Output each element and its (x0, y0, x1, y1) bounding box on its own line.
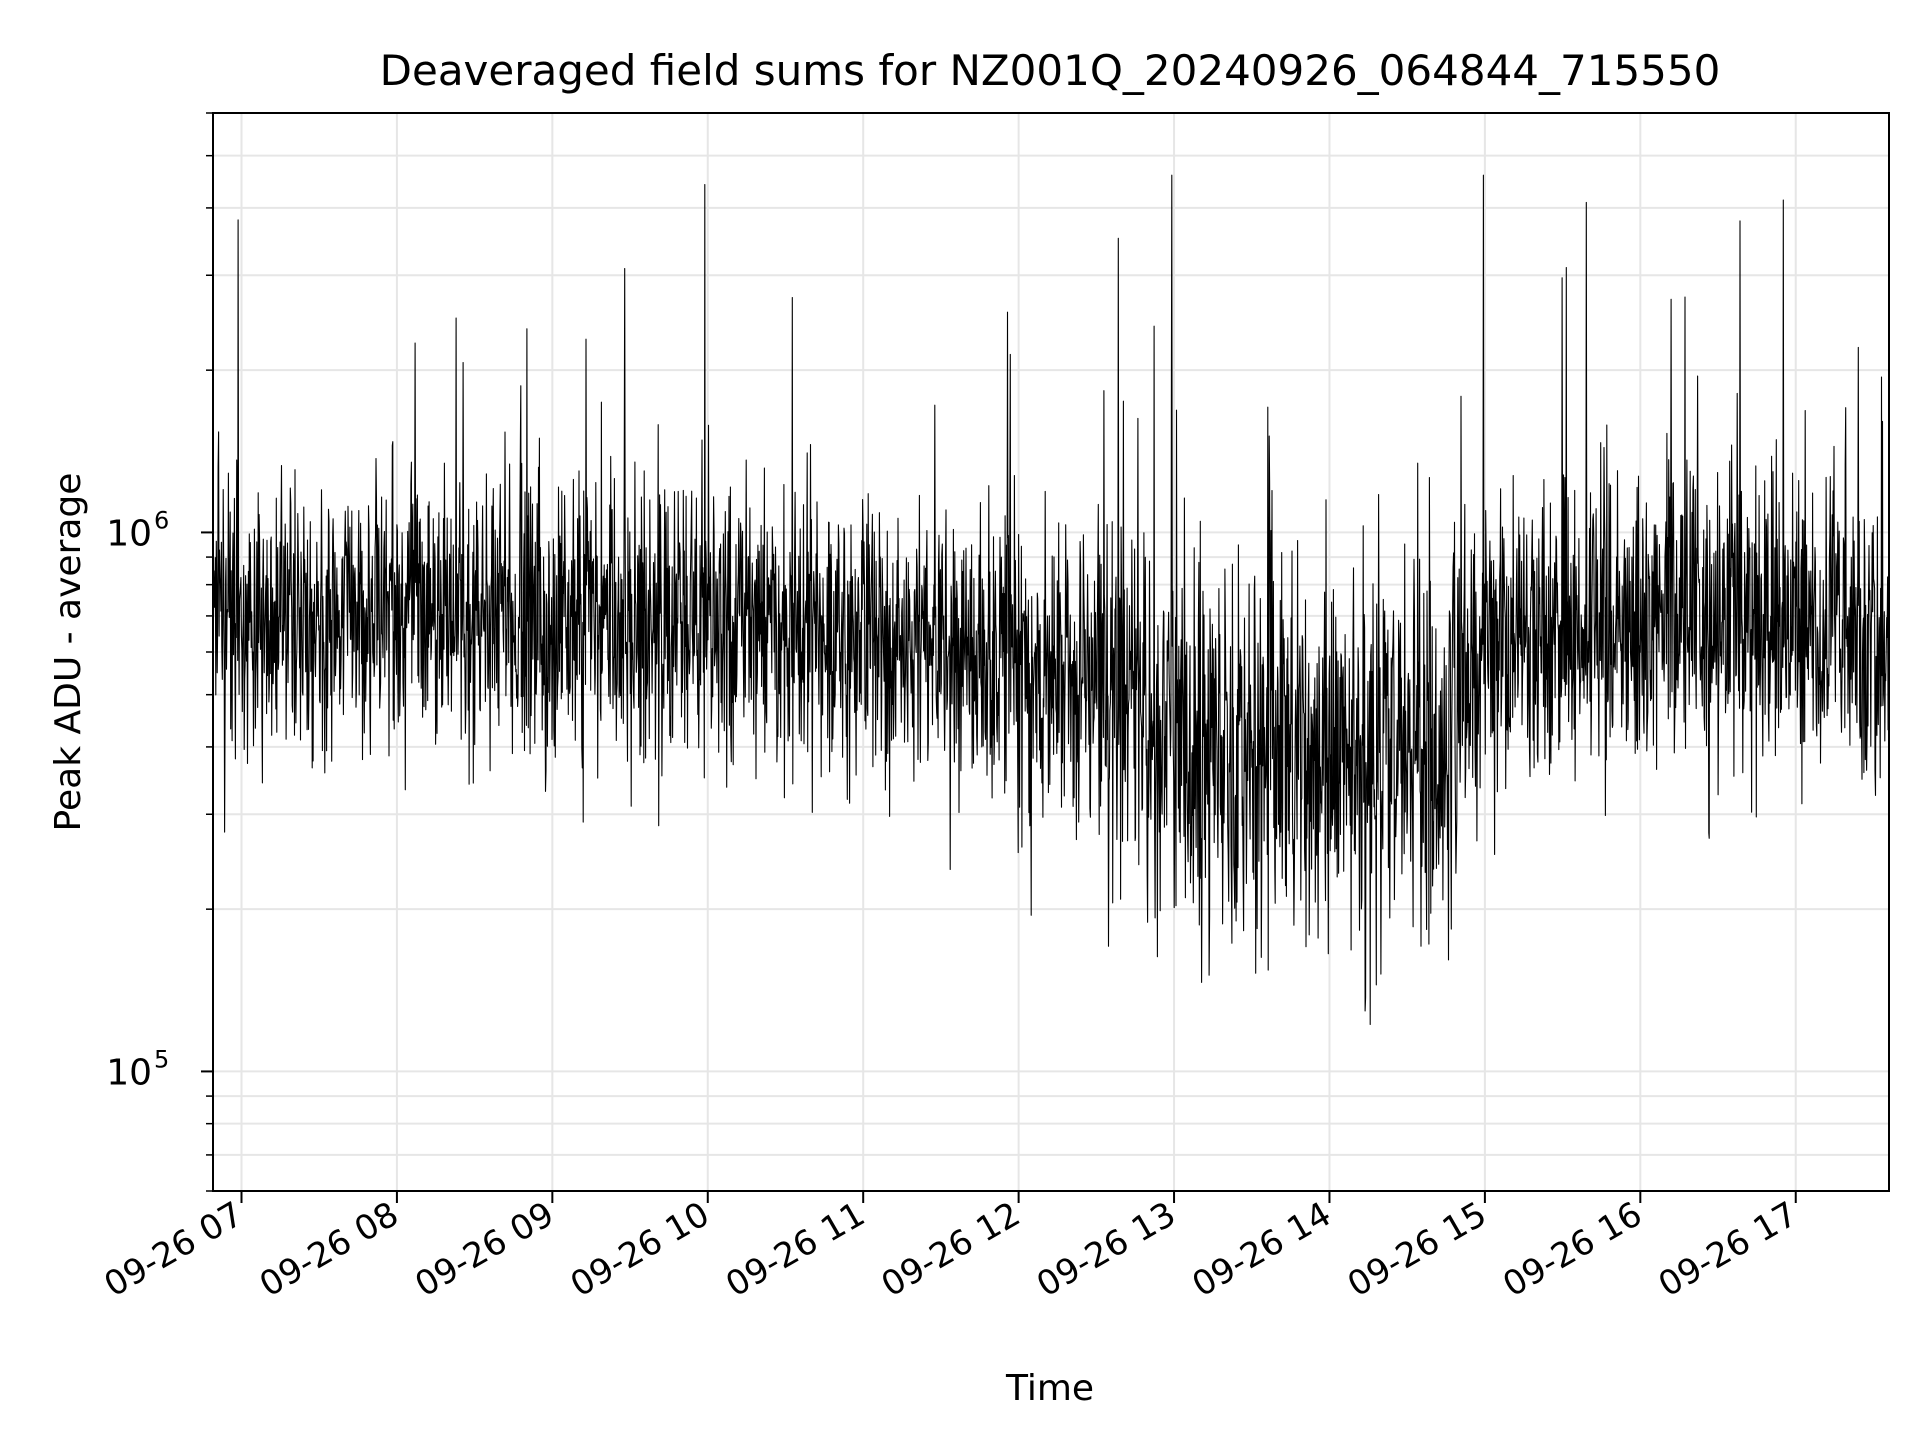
chart-title: Deaveraged field sums for NZ001Q_2024092… (380, 46, 1721, 95)
y-tick-label-base: 10 (106, 513, 152, 554)
x-axis-label: Time (1005, 1368, 1094, 1409)
series-line-path (212, 174, 1890, 1026)
y-tick-label-exponent: 6 (154, 506, 169, 534)
y-axis-label: Peak ADU - average (48, 473, 89, 832)
y-tick-label-base: 10 (106, 1052, 152, 1093)
y-tick-label-exponent: 5 (154, 1045, 169, 1073)
series-line (212, 174, 1890, 1026)
